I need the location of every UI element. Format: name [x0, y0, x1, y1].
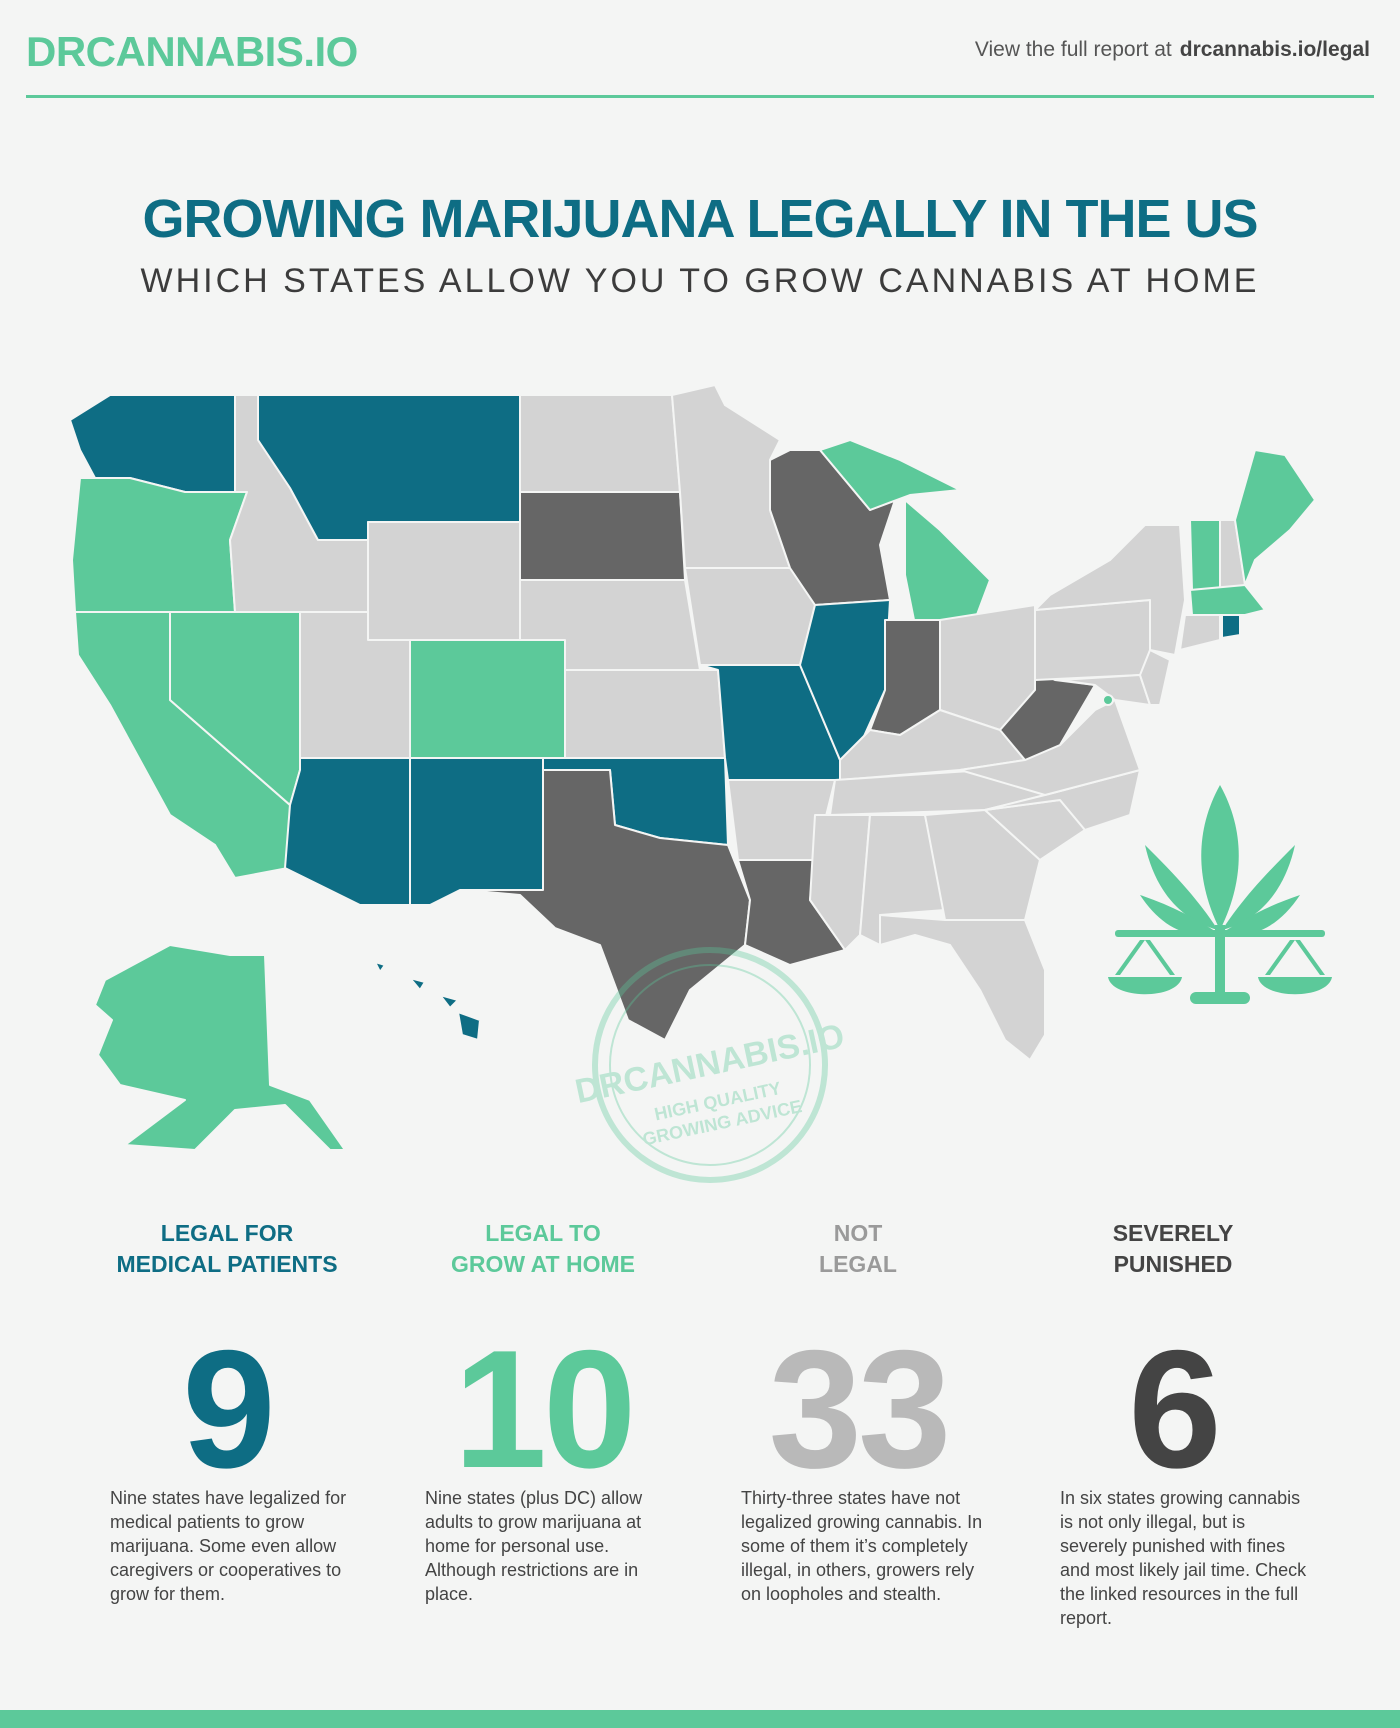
state-ia — [684, 567, 816, 666]
state-sd — [519, 491, 686, 581]
stat-home-grow-label-line1: LEGAL TO — [485, 1220, 601, 1246]
state-tx — [464, 769, 751, 1041]
us-map: DRCANNABIS.IO HIGH QUALITY GROWING ADVIC… — [69, 384, 1332, 1183]
state-hi — [374, 961, 481, 1041]
stat-home-grow-label: LEGAL TO GROW AT HOME — [393, 1218, 693, 1282]
state-nj — [1139, 649, 1171, 706]
stat-severe-desc: In six states growing cannabis is not on… — [1060, 1488, 1307, 1628]
brand-logo[interactable]: DRCANNABIS.IO — [26, 28, 358, 75]
stat-medical-label-line1: LEGAL FOR — [160, 1220, 294, 1246]
stat-medical-label: LEGAL FOR MEDICAL PATIENTS — [77, 1218, 377, 1282]
cannabis-scales-icon — [1108, 785, 1332, 1004]
stat-not-legal-label-line2: LEGAL — [819, 1251, 897, 1277]
state-ak — [94, 944, 346, 1151]
state-nm — [409, 757, 544, 906]
stat-medical-number: 9 — [182, 1315, 275, 1503]
stat-home-grow-label-line2: GROW AT HOME — [451, 1251, 635, 1277]
state-me — [1234, 449, 1316, 586]
report-link-text[interactable]: View the full report at drcannabis.io/leg… — [975, 38, 1370, 62]
stat-severe-label-line2: PUNISHED — [1113, 1251, 1233, 1277]
state-or — [71, 477, 248, 613]
state-fl — [879, 914, 1046, 1061]
state-va — [959, 699, 1141, 796]
stat-medical-label-line2: MEDICAL PATIENTS — [116, 1251, 338, 1277]
state-ny — [1034, 524, 1186, 656]
stat-not-legal-label: NOT LEGAL — [708, 1218, 1008, 1282]
state-wi — [769, 449, 896, 606]
state-md-de — [1059, 674, 1151, 706]
stat-severe: SEVERELY PUNISHED 6 — [1023, 1218, 1323, 1494]
state-wy — [367, 521, 521, 641]
state-mi-up — [819, 439, 961, 511]
report-prefix: View the full report at — [974, 38, 1172, 61]
state-co — [409, 639, 566, 759]
header-divider — [26, 95, 1374, 98]
stat-medical-desc: Nine states have legalized for medical p… — [110, 1488, 347, 1604]
stat-home-grow-number: 10 — [453, 1315, 637, 1503]
state-az — [284, 757, 411, 906]
state-dc — [1102, 694, 1114, 706]
stat-severe-label-line1: SEVERELY — [1112, 1220, 1234, 1246]
stat-not-legal-label-line1: NOT — [833, 1220, 883, 1246]
state-ri — [1221, 614, 1241, 639]
stat-home-grow-desc: Nine states (plus DC) allow adults to gr… — [425, 1488, 643, 1604]
page-subtitle: WHICH STATES ALLOW YOU TO GROW CANNABIS … — [140, 262, 1260, 300]
state-ks — [564, 669, 726, 759]
stat-severe-number: 6 — [1128, 1315, 1221, 1503]
stat-not-legal: NOT LEGAL 33 — [708, 1218, 1008, 1494]
page-title: GROWING MARIJUANA LEGALLY IN THE US — [142, 189, 1258, 249]
stat-severe-label: SEVERELY PUNISHED — [1023, 1218, 1323, 1282]
state-pa — [1034, 599, 1161, 681]
stat-medical: LEGAL FOR MEDICAL PATIENTS 9 — [77, 1218, 377, 1494]
state-ms — [809, 814, 871, 951]
state-nd — [519, 394, 681, 493]
footer-bar — [0, 1710, 1400, 1728]
state-ma — [1189, 584, 1266, 616]
report-url[interactable]: drcannabis.io/legal — [1179, 38, 1370, 61]
state-mi — [904, 499, 991, 626]
state-vt — [1189, 519, 1221, 591]
stat-home-grow: LEGAL TO GROW AT HOME 10 — [393, 1218, 693, 1494]
stat-not-legal-desc: Thirty-three states have not legalized g… — [741, 1488, 983, 1604]
state-ct — [1179, 614, 1221, 651]
stat-not-legal-number: 33 — [768, 1315, 952, 1503]
state-ga — [924, 809, 1041, 921]
